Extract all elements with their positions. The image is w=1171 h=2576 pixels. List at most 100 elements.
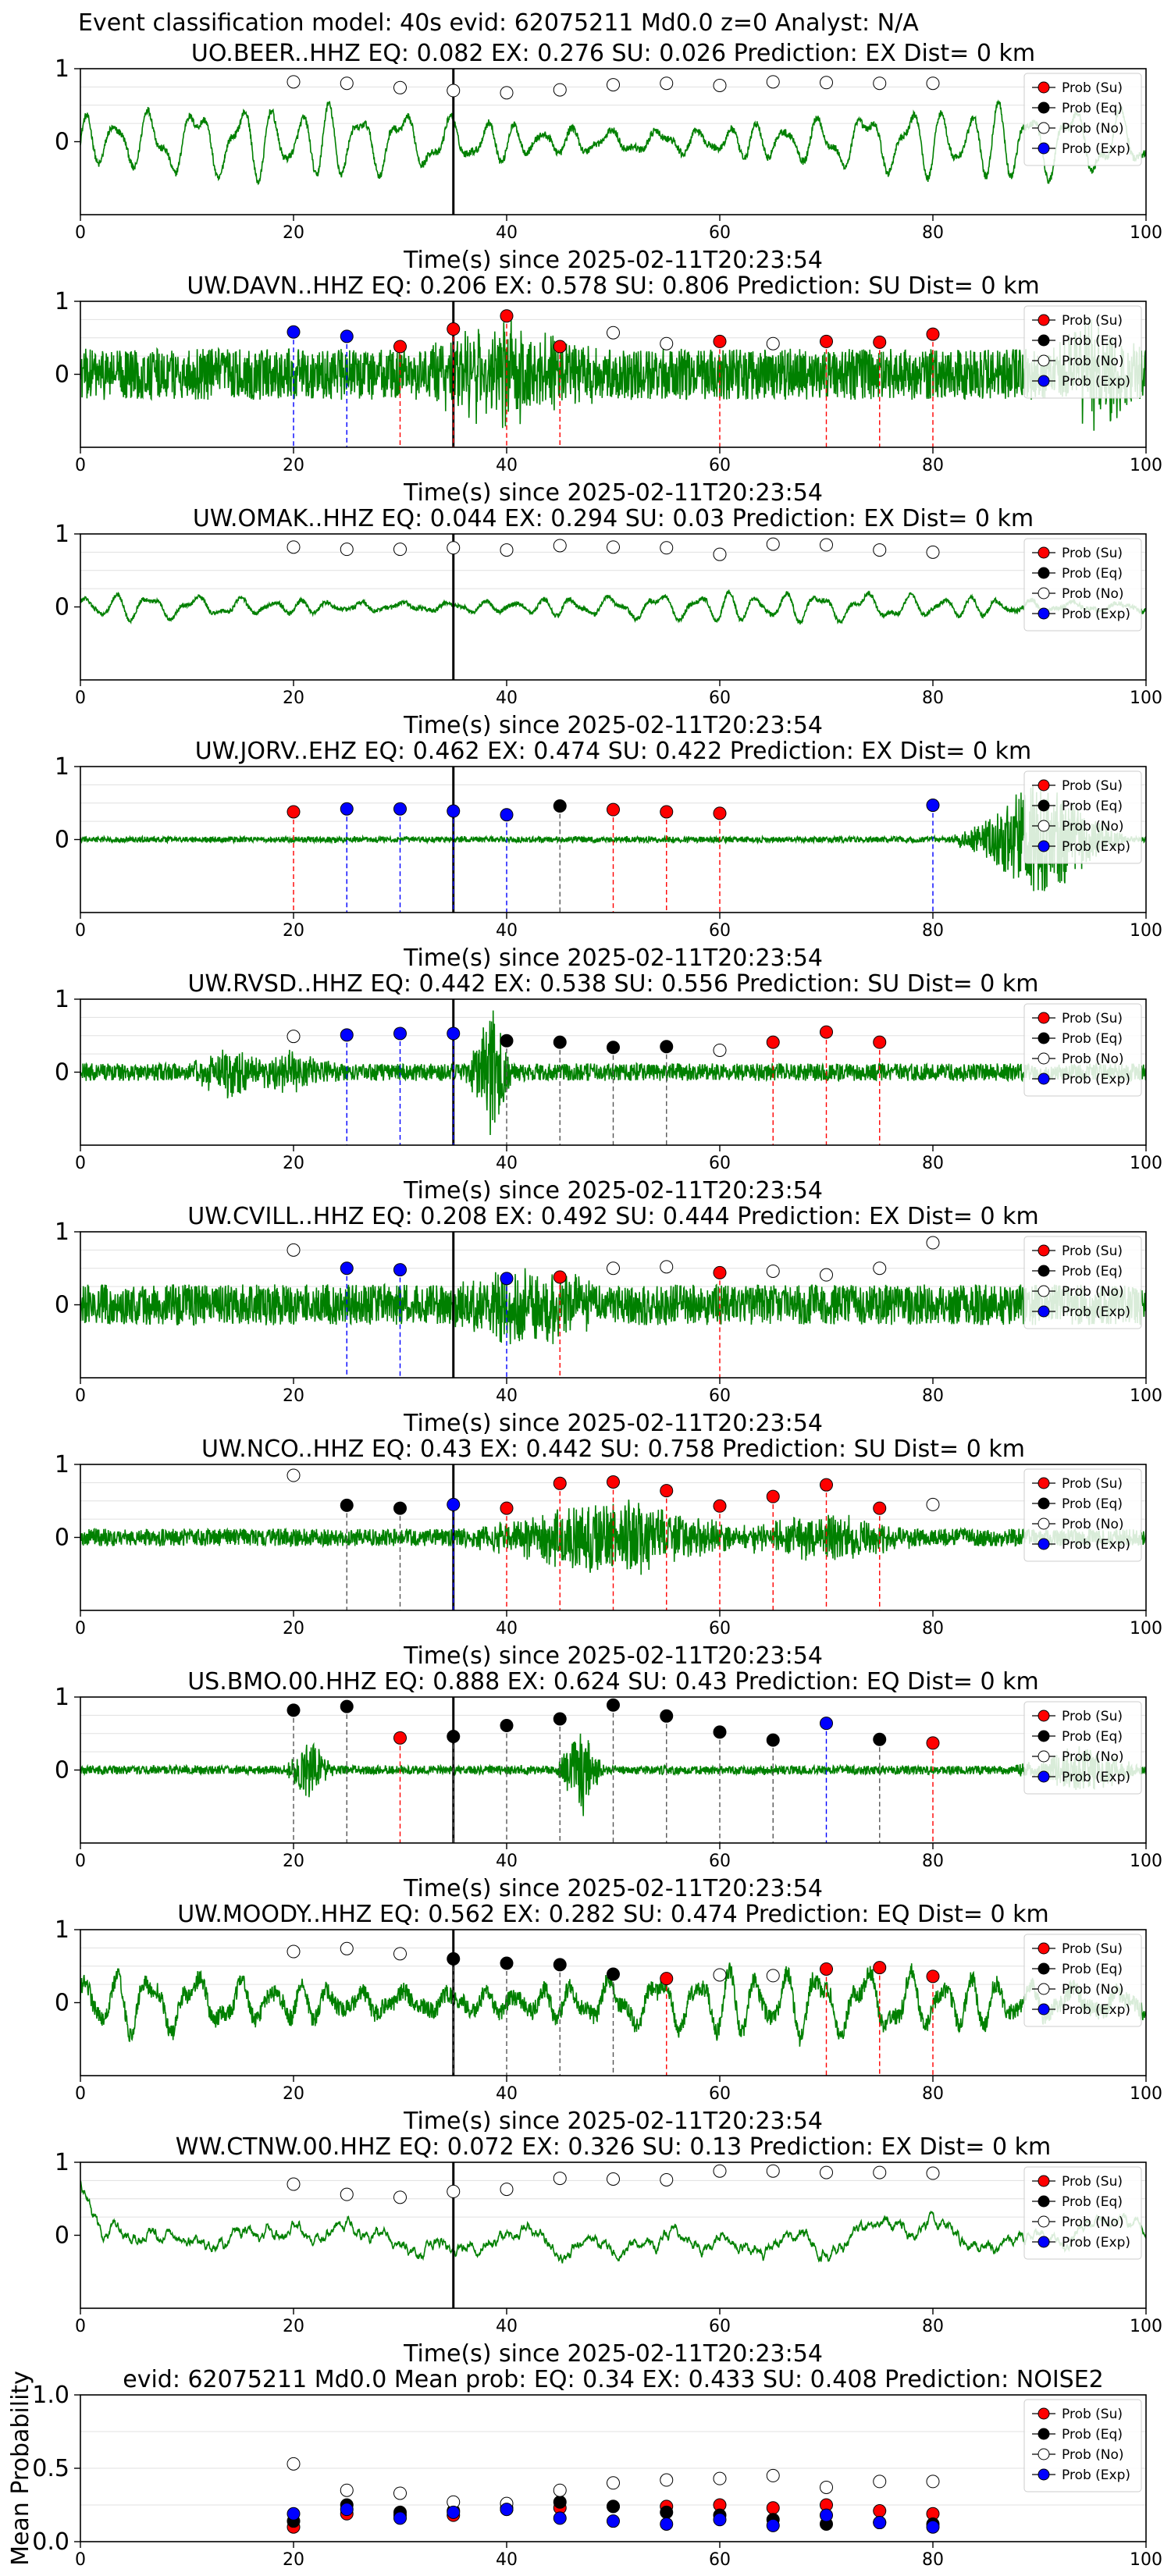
legend-marker-exp: [1038, 2236, 1050, 2248]
prob-marker-eq: [607, 1698, 620, 1712]
figure-title: Event classification model: 40s evid: 62…: [78, 9, 919, 37]
x-tick-label: 20: [283, 1852, 304, 1871]
x-tick-label: 20: [283, 1386, 304, 1406]
legend-marker-exp: [1038, 142, 1050, 155]
legend-label-exp: Prob (Exp): [1062, 839, 1130, 855]
prob-marker-no: [766, 2164, 780, 2178]
prob-marker-su: [447, 322, 461, 336]
legend-label-eq: Prob (Eq): [1062, 1496, 1123, 1512]
x-tick-label: 0: [75, 1619, 86, 1638]
x-tick-label: 80: [922, 1386, 944, 1406]
x-tick-label: 20: [283, 2084, 304, 2104]
y-tick-label: 1.0: [32, 2382, 69, 2409]
legend-marker-eq: [1038, 2428, 1050, 2440]
legend-label-su: Prob (Su): [1062, 1011, 1123, 1026]
x-tick-label: 80: [922, 688, 944, 708]
x-axis-label: Time(s) since 2025-02-11T20:23:54: [403, 247, 823, 274]
mean-prob-marker-eq: [607, 2500, 620, 2514]
x-tick-label: 20: [283, 1154, 304, 1173]
prob-marker-exp: [340, 1261, 354, 1276]
x-axis-label: Time(s) since 2025-02-11T20:23:54: [403, 2108, 823, 2135]
legend-marker-no: [1038, 1052, 1050, 1065]
legend-label-eq: Prob (Eq): [1062, 2427, 1123, 2443]
x-tick-label: 40: [496, 2550, 518, 2570]
y-tick-label: 1: [55, 521, 69, 548]
legend-label-su: Prob (Su): [1062, 778, 1123, 794]
x-tick-label: 100: [1130, 2317, 1162, 2336]
prob-marker-eq: [660, 1040, 674, 1054]
legend-marker-eq: [1038, 567, 1050, 579]
prob-marker-no: [660, 1260, 674, 1274]
prob-marker-exp: [340, 802, 354, 816]
legend-label-su: Prob (Su): [1062, 1709, 1123, 1724]
x-tick-label: 60: [709, 1386, 731, 1406]
x-tick-label: 80: [922, 223, 944, 243]
prob-marker-no: [660, 336, 674, 350]
legend-marker-su: [1038, 546, 1050, 559]
prob-marker-eq: [607, 1041, 620, 1055]
prob-marker-su: [713, 1499, 727, 1513]
mean-prob-marker-eq: [660, 2505, 674, 2519]
prob-marker-no: [873, 543, 887, 557]
legend-marker-eq: [1038, 1730, 1050, 1742]
prob-marker-no: [766, 537, 780, 551]
legend-label-su: Prob (Su): [1062, 2407, 1123, 2422]
legend-label-su: Prob (Su): [1062, 313, 1123, 329]
x-tick-label: 60: [709, 921, 731, 941]
x-tick-label: 40: [496, 456, 518, 475]
y-tick-label: 0: [55, 1525, 69, 1552]
chart-title: UW.OMAK..HHZ EQ: 0.044 EX: 0.294 SU: 0.0…: [193, 505, 1034, 532]
x-tick-label: 100: [1130, 2084, 1162, 2104]
mean-prob-marker-no: [553, 2483, 567, 2497]
prob-marker-no: [607, 78, 620, 92]
prob-marker-eq: [553, 1035, 567, 1049]
prob-marker-no: [553, 2172, 567, 2186]
legend-label-exp: Prob (Exp): [1062, 374, 1130, 390]
legend-marker-exp: [1038, 2468, 1050, 2481]
prob-marker-su: [766, 1035, 780, 1049]
x-axis-label: Time(s) since 2025-02-11T20:23:54: [403, 945, 823, 972]
legend-marker-su: [1038, 1710, 1050, 1722]
legend-label-eq: Prob (Eq): [1062, 566, 1123, 582]
prob-marker-su: [660, 805, 674, 819]
prob-marker-exp: [820, 1717, 833, 1731]
chart-title: UW.MOODY..HHZ EQ: 0.562 EX: 0.282 SU: 0.…: [177, 1901, 1049, 1928]
prob-marker-no: [820, 2165, 833, 2179]
x-tick-label: 0: [75, 1386, 86, 1406]
prob-marker-su: [660, 1484, 674, 1498]
prob-marker-eq: [766, 1733, 780, 1747]
x-tick-label: 100: [1130, 1386, 1162, 1406]
legend-label-eq: Prob (Eq): [1062, 1729, 1123, 1745]
mean-prob-marker-exp: [926, 2520, 940, 2534]
chart-title: US.BMO.00.HHZ EQ: 0.888 EX: 0.624 SU: 0.…: [187, 1668, 1039, 1695]
prob-marker-no: [393, 2190, 407, 2204]
prob-marker-exp: [500, 1272, 514, 1286]
legend-label-exp: Prob (Exp): [1062, 1072, 1130, 1087]
legend-marker-no: [1038, 1285, 1050, 1297]
mean-prob-marker-no: [820, 2480, 833, 2494]
prob-marker-no: [660, 76, 674, 91]
legend-label-no: Prob (No): [1062, 1749, 1124, 1765]
prob-marker-eq: [500, 1956, 514, 1970]
prob-marker-su: [926, 1736, 940, 1750]
legend-box: [1023, 2166, 1142, 2260]
prob-marker-no: [607, 540, 620, 554]
x-tick-label: 100: [1130, 1619, 1162, 1638]
x-tick-label: 80: [922, 1154, 944, 1173]
legend-label-exp: Prob (Exp): [1062, 141, 1130, 157]
legend-marker-su: [1038, 1477, 1050, 1489]
mean-prob-marker-su: [873, 2504, 887, 2518]
prob-marker-no: [713, 1043, 727, 1057]
prob-marker-exp: [393, 1263, 407, 1277]
prob-marker-eq: [500, 1034, 514, 1048]
x-axis-label: Time(s) since 2025-02-11T20:23:54: [403, 1410, 823, 1437]
prob-marker-exp: [447, 804, 461, 818]
prob-marker-no: [820, 1268, 833, 1282]
prob-marker-no: [553, 83, 567, 97]
prob-marker-su: [820, 1962, 833, 1976]
mean-prob-marker-exp: [340, 2503, 354, 2517]
legend-marker-no: [1038, 122, 1050, 134]
prob-marker-no: [447, 2184, 461, 2198]
x-tick-label: 100: [1130, 456, 1162, 475]
